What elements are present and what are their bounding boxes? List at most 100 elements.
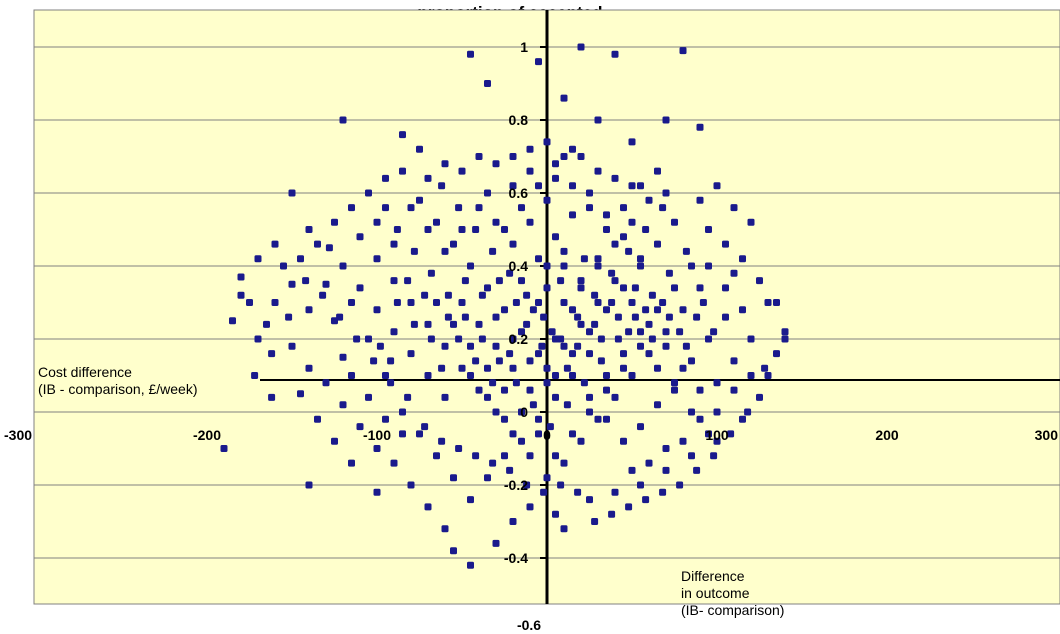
data-point-141 [527,387,534,394]
data-point-76 [493,409,500,416]
data-point-105 [666,270,673,277]
data-point-292 [557,277,564,284]
x-axis-label-line-1: Cost difference [38,364,132,380]
data-point-240 [578,284,585,291]
x-tick-label-1: -200 [193,427,221,443]
data-point-52 [688,452,695,459]
data-point-89 [394,226,401,233]
data-point-334 [297,255,304,262]
data-point-217 [331,438,338,445]
data-point-344 [527,146,534,153]
data-point-251 [595,255,602,262]
data-point-124 [455,204,462,211]
data-point-94 [479,336,486,343]
data-point-383 [251,372,258,379]
data-point-176 [416,430,423,437]
data-point-151 [697,387,704,394]
data-point-227 [663,445,670,452]
data-point-181 [501,452,508,459]
data-point-114 [535,350,542,357]
data-point-140 [510,365,517,372]
data-point-374 [404,394,411,401]
data-point-64 [221,445,228,452]
data-point-373 [421,423,428,430]
data-point-362 [608,511,615,518]
data-point-309 [462,277,469,284]
data-point-267 [493,219,500,226]
data-point-311 [455,336,462,343]
data-point-160 [586,394,593,401]
data-point-68 [357,233,364,240]
data-point-261 [654,306,661,313]
x-tick-label-0: -300 [4,427,32,443]
data-point-36 [374,445,381,452]
data-point-241 [595,263,602,270]
data-point-37 [391,460,398,467]
data-point-262 [671,284,678,291]
data-point-110 [467,263,474,270]
data-point-300 [591,321,598,328]
data-point-281 [586,409,593,416]
data-point-18 [654,168,661,175]
data-point-359 [659,489,666,496]
data-point-244 [646,197,653,204]
data-point-177 [433,452,440,459]
data-point-275 [484,365,491,372]
data-point-136 [659,204,666,211]
data-point-158 [552,394,559,401]
data-point-51 [663,467,670,474]
data-point-147 [629,299,636,306]
data-point-161 [603,416,610,423]
data-point-219 [705,263,712,270]
data-point-25 [306,226,313,233]
data-point-185 [569,211,576,218]
data-point-32 [306,365,313,372]
data-point-54 [739,416,746,423]
data-point-17 [629,138,636,145]
data-point-117 [586,328,593,335]
data-point-237 [527,219,534,226]
data-point-337 [348,204,355,211]
data-point-8 [416,146,423,153]
data-point-377 [353,336,360,343]
y-axis-label-line-2: in outcome [681,585,750,601]
data-point-200 [510,153,517,160]
data-point-62 [722,241,729,248]
data-point-49 [612,489,619,496]
data-point-331 [255,336,262,343]
data-point-376 [370,357,377,364]
data-point-258 [603,372,610,379]
data-point-233 [382,416,389,423]
data-point-375 [387,379,394,386]
data-point-4 [680,47,687,54]
data-point-43 [493,540,500,547]
data-point-101 [598,357,605,364]
data-point-282 [603,387,610,394]
data-point-55 [756,394,763,401]
data-point-256 [569,306,576,313]
y-tick-label-3: 0.2 [509,331,529,347]
data-point-198 [637,182,644,189]
data-point-190 [501,226,508,233]
data-point-330 [238,292,245,299]
data-point-24 [289,190,296,197]
data-point-112 [501,306,508,313]
data-point-318 [666,314,673,321]
data-point-87 [680,306,687,313]
data-point-187 [603,211,610,218]
data-point-316 [659,299,666,306]
data-point-207 [391,328,398,335]
data-point-119 [620,284,627,291]
data-point-5 [612,51,619,58]
data-point-28 [238,273,245,280]
data-point-58 [782,328,789,335]
data-point-304 [608,299,615,306]
data-point-287 [688,409,695,416]
data-point-286 [671,387,678,394]
data-point-57 [773,350,780,357]
data-point-100 [581,379,588,386]
data-point-336 [331,219,338,226]
data-point-323 [404,277,411,284]
data-point-73 [442,343,449,350]
data-point-202 [578,153,585,160]
